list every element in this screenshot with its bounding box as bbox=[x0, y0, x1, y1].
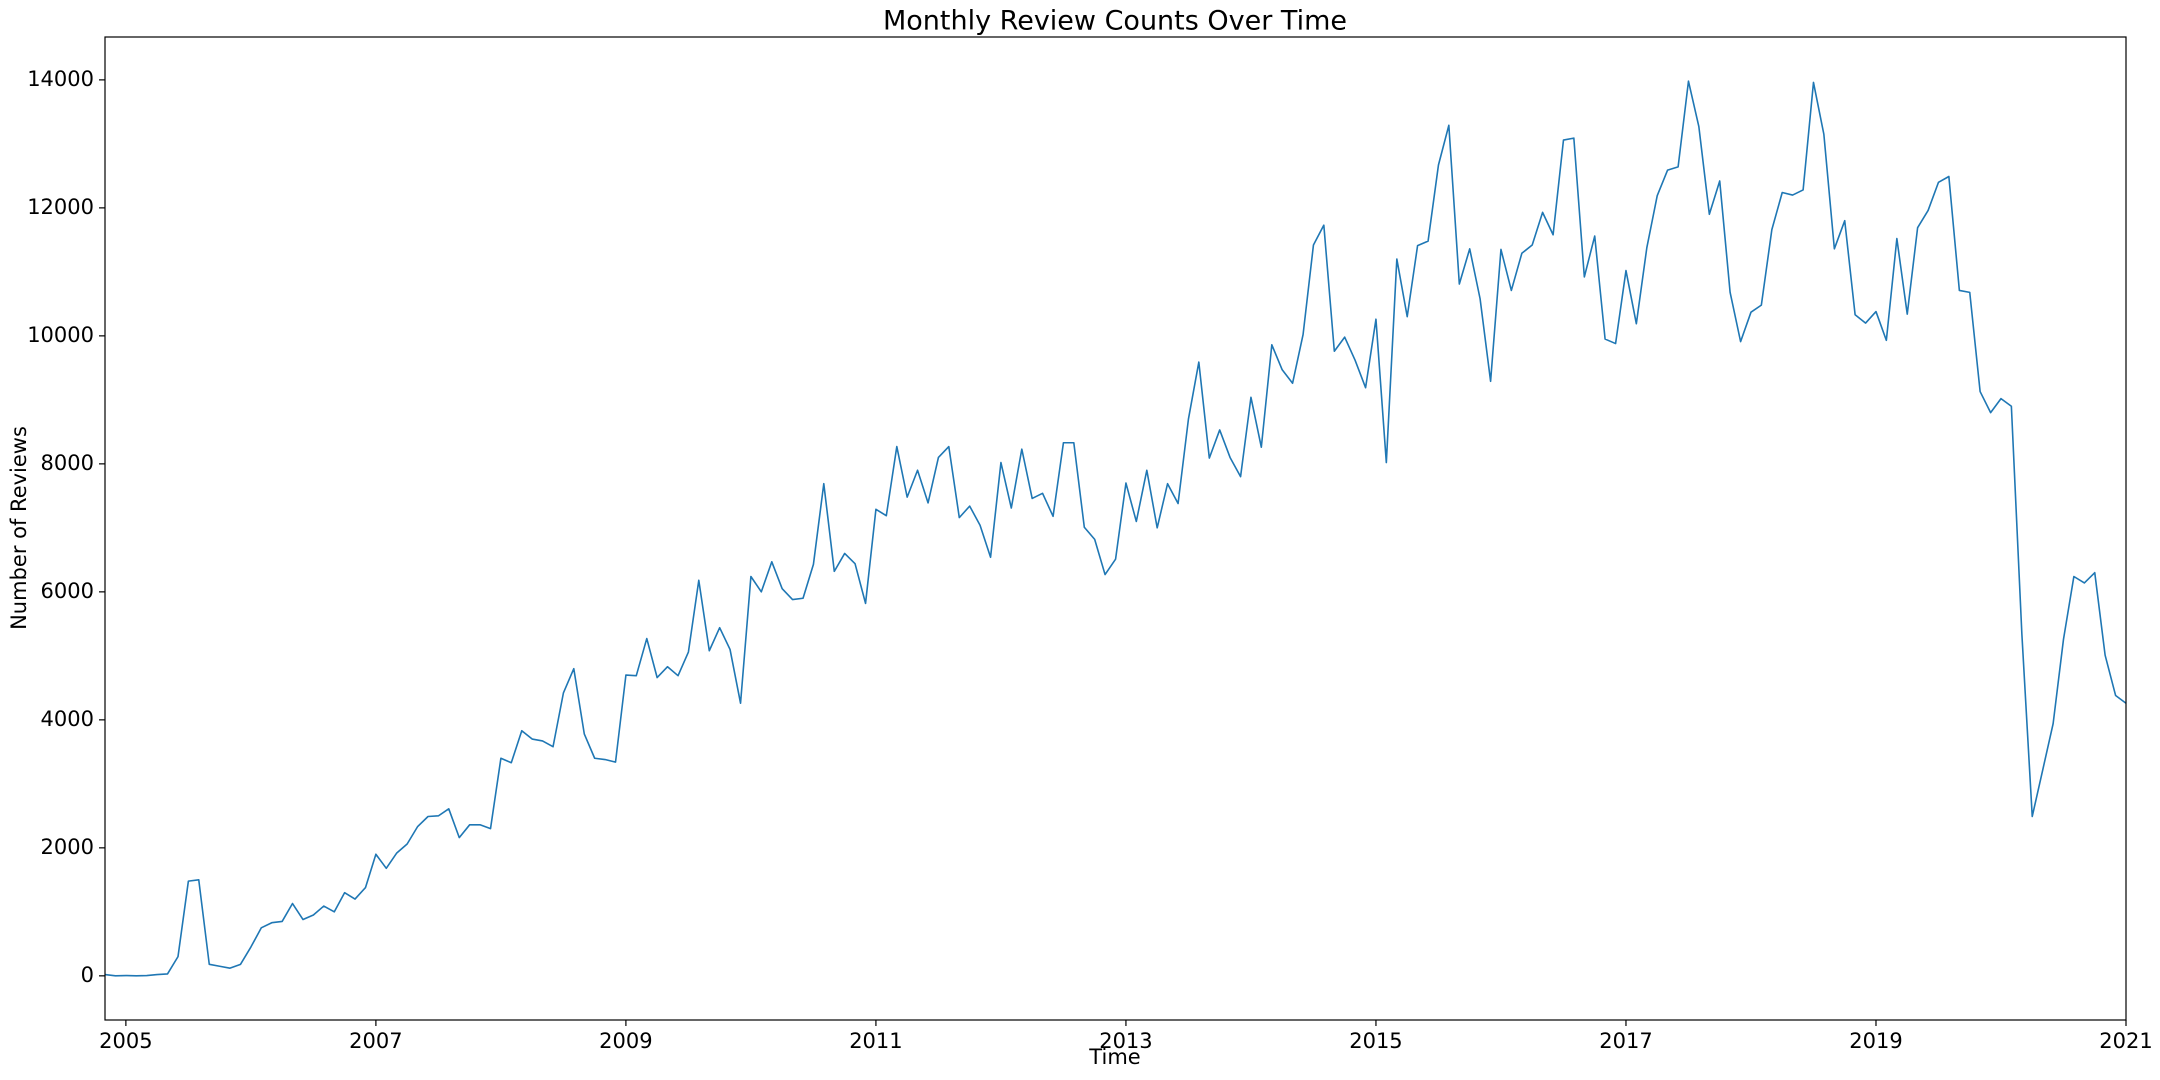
x-tick-label: 2015 bbox=[1349, 1029, 1402, 1053]
y-tick-label: 14000 bbox=[27, 67, 94, 91]
y-tick-label: 4000 bbox=[41, 707, 94, 731]
y-tick-label: 0 bbox=[81, 963, 94, 987]
y-tick-label: 12000 bbox=[27, 195, 94, 219]
x-tick-label: 2013 bbox=[1099, 1029, 1152, 1053]
data-line bbox=[104, 80, 2127, 977]
x-tick-label: 2017 bbox=[1599, 1029, 1652, 1053]
x-tick-label: 2005 bbox=[99, 1029, 152, 1053]
y-tick-label: 6000 bbox=[41, 579, 94, 603]
x-tick-label: 2009 bbox=[599, 1029, 652, 1053]
y-axis-label: Number of Reviews bbox=[7, 426, 31, 630]
chart-title: Monthly Review Counts Over Time bbox=[883, 6, 1347, 37]
x-axis-label: Time bbox=[1088, 1045, 1140, 1069]
y-tick-label: 2000 bbox=[41, 835, 94, 859]
x-tick-label: 2019 bbox=[1849, 1029, 1902, 1053]
x-tick-label: 2021 bbox=[2099, 1029, 2152, 1053]
plot-frame bbox=[104, 36, 2127, 1021]
x-tick-label: 2007 bbox=[349, 1029, 402, 1053]
y-tick-label: 10000 bbox=[27, 323, 94, 347]
y-tick-label: 8000 bbox=[41, 451, 94, 475]
x-tick-label: 2011 bbox=[849, 1029, 902, 1053]
